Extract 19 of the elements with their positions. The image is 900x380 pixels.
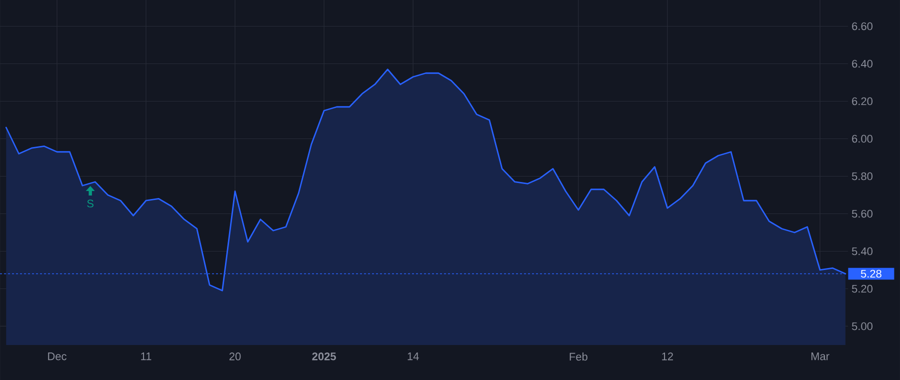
y-tick-label: 6.00 <box>852 134 872 143</box>
x-tick-label: 12 <box>662 352 673 360</box>
y-tick-label: 5.00 <box>852 322 872 330</box>
y-tick-label: 6.60 <box>852 22 872 30</box>
x-tick-label: 14 <box>408 352 419 360</box>
x-tick-label: Feb <box>570 352 588 361</box>
x-tick-label: Mar <box>811 352 830 360</box>
x-tick-label: 11 <box>141 352 152 360</box>
y-tick-label: 5.20 <box>852 284 872 293</box>
x-tick-label: 2025 <box>312 352 336 360</box>
y-tick-label: 5.40 <box>852 247 872 256</box>
annotation: S <box>87 200 94 208</box>
x-tick-label: Dec <box>48 352 66 360</box>
y-tick-label: 6.20 <box>852 97 872 106</box>
ref-line-label: 5.28 <box>860 270 882 278</box>
y-tick-label: 6.40 <box>852 60 872 68</box>
y-tick-label: 5.80 <box>852 172 872 180</box>
x-tick-label: 20 <box>229 352 241 360</box>
y-tick-label: 5.60 <box>852 210 872 218</box>
